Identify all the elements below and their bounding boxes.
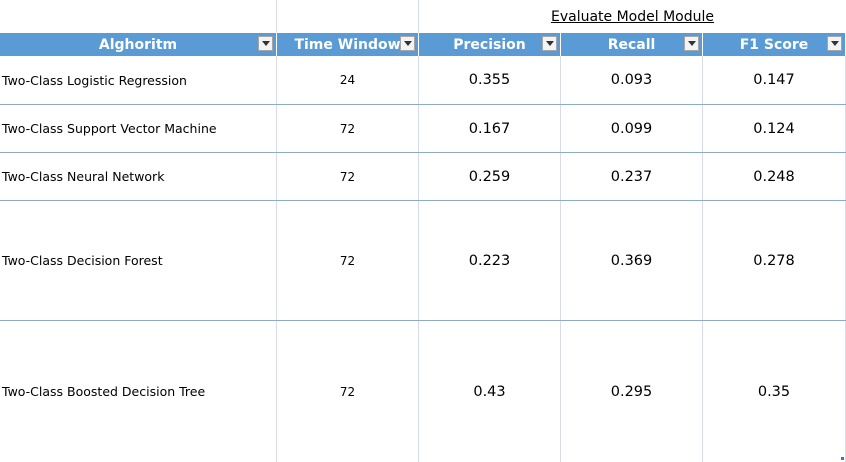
- filter-dropdown-icon[interactable]: [684, 36, 699, 51]
- filter-dropdown-icon[interactable]: [400, 36, 415, 51]
- header-precision[interactable]: Precision: [419, 33, 561, 56]
- algorithm-cell[interactable]: Two-Class Logistic Regression: [0, 56, 277, 104]
- header-label: Alghoritm: [98, 36, 178, 53]
- filter-dropdown-icon[interactable]: [258, 36, 273, 51]
- header-label: F1 Score: [739, 36, 809, 53]
- recall-cell[interactable]: 0.369: [561, 201, 703, 320]
- empty-cell[interactable]: [0, 0, 277, 33]
- precision-cell[interactable]: 0.43: [419, 321, 561, 462]
- filter-dropdown-icon[interactable]: [542, 36, 557, 51]
- f1-cell[interactable]: 0.278: [703, 201, 846, 320]
- table-row: Two-Class Logistic Regression 24 0.355 0…: [0, 56, 846, 105]
- time-window-cell[interactable]: 72: [277, 105, 419, 152]
- header-row: Alghoritm Time Window Precision Recall F…: [0, 33, 846, 56]
- precision-cell[interactable]: 0.223: [419, 201, 561, 320]
- header-label: Recall: [607, 36, 656, 53]
- header-recall[interactable]: Recall: [561, 33, 703, 56]
- time-window-cell[interactable]: 72: [277, 321, 419, 462]
- table-resize-handle[interactable]: [841, 457, 844, 460]
- recall-cell[interactable]: 0.237: [561, 153, 703, 200]
- time-window-cell[interactable]: 72: [277, 153, 419, 200]
- precision-cell[interactable]: 0.259: [419, 153, 561, 200]
- recall-cell[interactable]: 0.295: [561, 321, 703, 462]
- f1-cell[interactable]: 0.124: [703, 105, 846, 152]
- header-f1-score[interactable]: F1 Score: [703, 33, 846, 56]
- table-row: Two-Class Support Vector Machine 72 0.16…: [0, 105, 846, 153]
- recall-cell[interactable]: 0.099: [561, 105, 703, 152]
- f1-cell[interactable]: 0.248: [703, 153, 846, 200]
- algorithm-cell[interactable]: Two-Class Decision Forest: [0, 201, 277, 320]
- table-row: Two-Class Decision Forest 72 0.223 0.369…: [0, 201, 846, 321]
- recall-cell[interactable]: 0.093: [561, 56, 703, 104]
- algorithm-cell[interactable]: Two-Class Neural Network: [0, 153, 277, 200]
- title-row: Evaluate Model Module: [0, 0, 846, 33]
- time-window-cell[interactable]: 24: [277, 56, 419, 104]
- header-algorithm[interactable]: Alghoritm: [0, 33, 277, 56]
- filter-dropdown-icon[interactable]: [827, 36, 842, 51]
- table-row: Two-Class Boosted Decision Tree 72 0.43 …: [0, 321, 846, 462]
- header-label: Time Window: [294, 36, 401, 53]
- table-title-cell[interactable]: Evaluate Model Module: [419, 0, 846, 33]
- algorithm-cell[interactable]: Two-Class Support Vector Machine: [0, 105, 277, 152]
- table-row: Two-Class Neural Network 72 0.259 0.237 …: [0, 153, 846, 201]
- algorithm-cell[interactable]: Two-Class Boosted Decision Tree: [0, 321, 277, 462]
- table-title: Evaluate Model Module: [551, 8, 714, 25]
- header-time-window[interactable]: Time Window: [277, 33, 419, 56]
- f1-cell[interactable]: 0.147: [703, 56, 846, 104]
- empty-cell[interactable]: [277, 0, 419, 33]
- f1-cell[interactable]: 0.35: [703, 321, 846, 462]
- precision-cell[interactable]: 0.355: [419, 56, 561, 104]
- time-window-cell[interactable]: 72: [277, 201, 419, 320]
- precision-cell[interactable]: 0.167: [419, 105, 561, 152]
- header-label: Precision: [453, 36, 526, 53]
